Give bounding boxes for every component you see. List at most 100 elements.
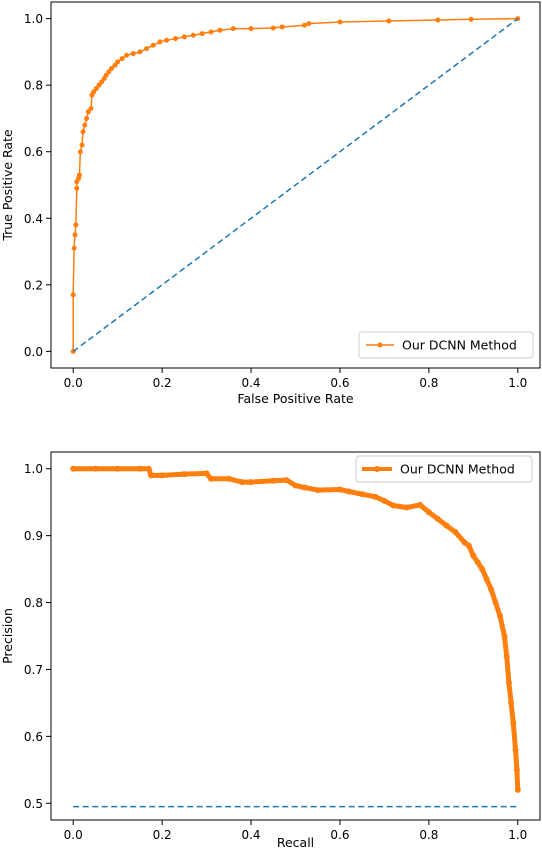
pr-y-ticks: 0.5 0.6 0.7 0.8 0.9 1.0 bbox=[24, 462, 51, 811]
pr-legend-label: Our DCNN Method bbox=[400, 462, 515, 477]
pr-data-point bbox=[314, 487, 321, 494]
roc-legend-marker bbox=[377, 342, 383, 348]
pr-data-point bbox=[434, 515, 441, 522]
pr-y-axis-label: Precision bbox=[0, 608, 15, 664]
roc-data-point bbox=[217, 27, 223, 33]
pr-legend-box bbox=[355, 455, 533, 483]
pr-y-tick-label: 0.9 bbox=[24, 529, 43, 543]
pr-data-point bbox=[514, 786, 521, 793]
roc-legend-label: Our DCNN Method bbox=[402, 338, 517, 353]
pr-data-point bbox=[208, 475, 215, 482]
roc-data-point bbox=[115, 59, 121, 65]
roc-data-point bbox=[106, 69, 112, 75]
roc-data-point bbox=[85, 109, 91, 115]
roc-y-tick-label: 0.4 bbox=[24, 212, 43, 226]
roc-data-point bbox=[157, 39, 163, 45]
pr-data-point bbox=[496, 612, 503, 619]
roc-data-point bbox=[270, 25, 276, 31]
pr-data-point bbox=[181, 471, 188, 478]
roc-x-axis-label: False Positive Rate bbox=[237, 391, 353, 406]
roc-data-point bbox=[72, 232, 78, 238]
roc-data-point bbox=[435, 17, 441, 23]
pr-x-tick-label: 0.6 bbox=[330, 828, 349, 842]
roc-data-point bbox=[144, 46, 150, 52]
roc-y-ticks: 0.0 0.2 0.4 0.6 0.8 1.0 bbox=[24, 12, 51, 359]
roc-data-point bbox=[91, 89, 97, 95]
pr-data-point bbox=[512, 746, 519, 753]
roc-data-point bbox=[99, 79, 105, 85]
roc-legend: Our DCNN Method bbox=[358, 331, 534, 359]
roc-data-point bbox=[93, 86, 99, 92]
roc-data-point bbox=[76, 172, 82, 178]
roc-data-point bbox=[301, 22, 307, 28]
roc-data-point bbox=[190, 32, 196, 38]
pr-legend-marker bbox=[374, 466, 380, 472]
roc-data-point bbox=[80, 129, 86, 135]
roc-data-point bbox=[124, 52, 130, 58]
roc-data-point bbox=[103, 72, 109, 78]
roc-data-point bbox=[84, 115, 90, 121]
pr-data-point bbox=[92, 465, 99, 472]
roc-chart: 0.0 0.2 0.4 0.6 0.8 1.0 0.0 0.2 0.4 0.6 0.8 1.0 Fa… bbox=[0, 1, 541, 406]
pr-x-tick-label: 0.2 bbox=[153, 828, 172, 842]
pr-data-point bbox=[70, 465, 77, 472]
roc-data-point bbox=[73, 222, 79, 228]
roc-data-point bbox=[306, 21, 312, 27]
pr-x-ticks: 0.0 0.2 0.4 0.6 0.8 1.0 bbox=[64, 820, 527, 842]
roc-data-point bbox=[130, 51, 136, 57]
roc-x-tick-label: 0.8 bbox=[419, 376, 438, 390]
pr-data-point bbox=[501, 633, 508, 639]
pr-data-point bbox=[461, 539, 468, 546]
pr-data-point bbox=[503, 653, 510, 660]
roc-y-tick-label: 0.8 bbox=[24, 79, 43, 93]
pr-data-point bbox=[465, 542, 472, 549]
pr-data-point bbox=[479, 566, 486, 573]
pr-data-point bbox=[488, 586, 495, 593]
pr-data-point bbox=[203, 470, 210, 477]
pr-data-point bbox=[225, 475, 232, 482]
roc-data-point bbox=[71, 245, 77, 251]
roc-x-ticks: 0.0 0.2 0.4 0.6 0.8 1.0 bbox=[64, 368, 527, 390]
roc-data-point bbox=[199, 31, 205, 37]
roc-x-tick-label: 0.2 bbox=[153, 376, 172, 390]
pr-plot-area bbox=[70, 465, 521, 808]
pr-data-point bbox=[248, 479, 255, 486]
roc-data-point bbox=[468, 16, 474, 22]
pr-x-tick-label: 0.0 bbox=[64, 828, 83, 842]
pr-data-point bbox=[345, 488, 352, 495]
roc-data-point bbox=[337, 19, 343, 25]
pr-data-point bbox=[483, 576, 490, 583]
pr-data-point bbox=[443, 522, 450, 529]
pr-data-point bbox=[301, 484, 308, 491]
roc-y-tick-label: 0.2 bbox=[24, 278, 43, 292]
pr-axes-frame bbox=[50, 451, 541, 821]
roc-y-axis-label: True Positive Rate bbox=[0, 129, 15, 242]
pr-data-point bbox=[336, 486, 343, 493]
pr-y-tick-label: 0.5 bbox=[24, 797, 43, 811]
pr-data-point bbox=[492, 599, 499, 606]
pr-x-tick-label: 1.0 bbox=[508, 828, 527, 842]
roc-legend-box bbox=[358, 331, 534, 359]
pr-data-point bbox=[239, 479, 246, 486]
pr-y-tick-label: 0.6 bbox=[24, 730, 43, 744]
pr-data-point bbox=[470, 552, 477, 559]
pr-data-point bbox=[136, 465, 143, 472]
pr-y-tick-label: 0.7 bbox=[24, 663, 43, 677]
pr-data-point bbox=[390, 502, 397, 509]
pr-data-point bbox=[403, 504, 410, 511]
pr-data-point bbox=[425, 509, 432, 516]
roc-data-point bbox=[112, 62, 118, 68]
pr-data-point bbox=[474, 559, 481, 566]
pr-data-point bbox=[505, 679, 512, 686]
roc-x-tick-label: 0.4 bbox=[241, 376, 260, 390]
pr-data-point bbox=[114, 465, 121, 472]
pr-data-point bbox=[452, 529, 459, 536]
pr-chart: 0.0 0.2 0.4 0.6 0.8 1.0 0.5 0.6 0.7 0.8 0.9 1.0 Re… bbox=[0, 451, 541, 850]
pr-data-point bbox=[145, 465, 152, 472]
roc-data-point bbox=[82, 122, 88, 128]
roc-data-point bbox=[70, 292, 76, 298]
roc-y-tick-label: 0.6 bbox=[24, 145, 43, 159]
roc-data-point bbox=[74, 185, 80, 191]
pr-data-point bbox=[159, 472, 166, 479]
pr-data-point bbox=[148, 472, 155, 479]
